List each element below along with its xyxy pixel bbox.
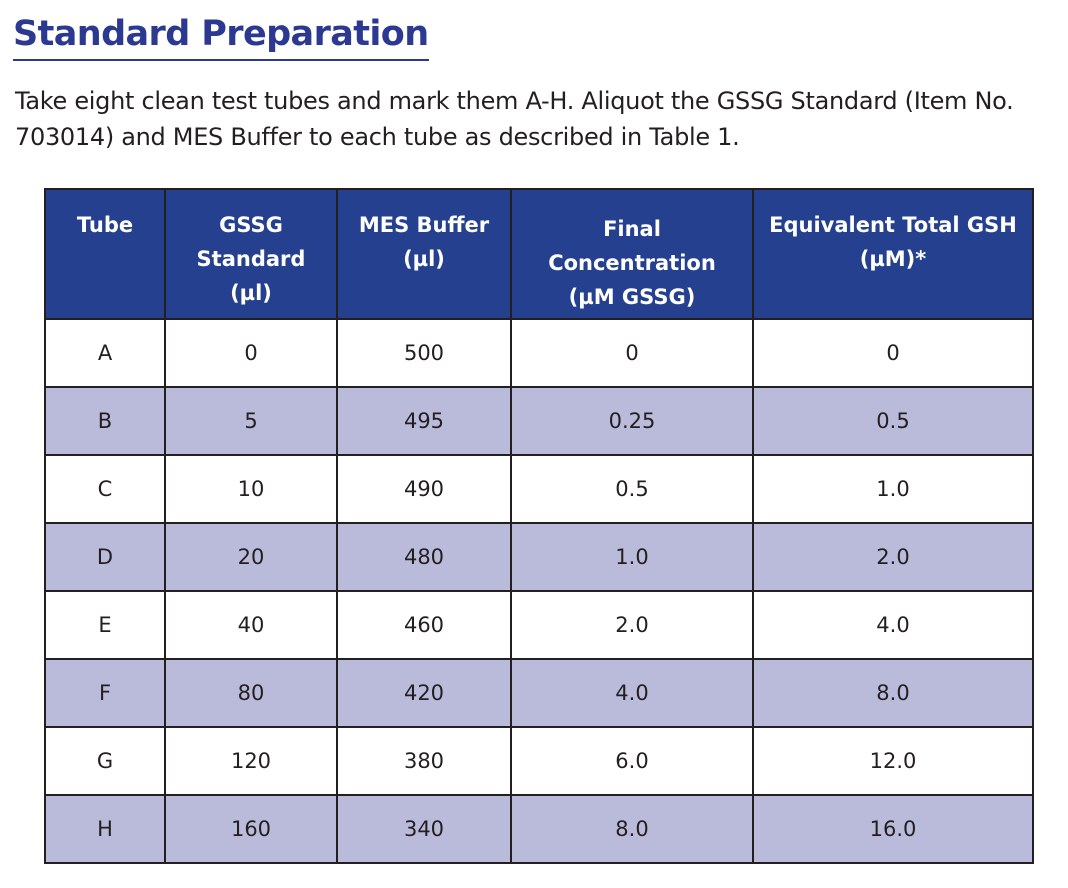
table-row: E 40 460 2.0 4.0: [44, 590, 1034, 660]
cell-gssg-standard: 0: [164, 318, 338, 388]
cell-equivalent-gsh: 12.0: [752, 726, 1034, 796]
header-final-line-1: Final: [603, 217, 661, 241]
header-mes-line-2: (µl): [403, 247, 445, 271]
cell-final-concentration: 0: [510, 318, 754, 388]
cell-tube: F: [44, 658, 166, 728]
cell-equivalent-gsh: 8.0: [752, 658, 1034, 728]
header-final-concentration: Final Concentration (µM GSSG): [510, 188, 754, 320]
cell-gssg-standard: 80: [164, 658, 338, 728]
header-gssg-standard: GSSG Standard (µl): [164, 188, 338, 320]
table-row: C 10 490 0.5 1.0: [44, 454, 1034, 524]
table-row: G 120 380 6.0 12.0: [44, 726, 1034, 796]
cell-mes-buffer: 420: [336, 658, 512, 728]
intro-paragraph: Take eight clean test tubes and mark the…: [15, 87, 1014, 151]
header-tube-line-1: Tube: [76, 213, 134, 237]
cell-final-concentration: 8.0: [510, 794, 754, 864]
cell-tube: B: [44, 386, 166, 456]
table-row: A 0 500 0 0: [44, 318, 1034, 388]
cell-mes-buffer: 500: [336, 318, 512, 388]
cell-mes-buffer: 490: [336, 454, 512, 524]
table-header-row: Tube GSSG Standard (µl) MES Buffer (µl) …: [44, 188, 1034, 320]
cell-gssg-standard: 10: [164, 454, 338, 524]
cell-equivalent-gsh: 0.5: [752, 386, 1034, 456]
cell-equivalent-gsh: 2.0: [752, 522, 1034, 592]
cell-equivalent-gsh: 1.0: [752, 454, 1034, 524]
cell-mes-buffer: 495: [336, 386, 512, 456]
cell-tube: E: [44, 590, 166, 660]
table-row: F 80 420 4.0 8.0: [44, 658, 1034, 728]
header-gsh-line-2: (µM)*: [859, 247, 927, 271]
cell-mes-buffer: 460: [336, 590, 512, 660]
header-gssg-line-1: GSSG: [219, 213, 283, 237]
header-mes-line-1: MES Buffer: [358, 213, 490, 237]
header-gssg-line-2: Standard: [196, 247, 306, 271]
cell-final-concentration: 0.5: [510, 454, 754, 524]
header-final-line-2: Concentration: [548, 251, 716, 275]
cell-final-concentration: 6.0: [510, 726, 754, 796]
cell-final-concentration: 1.0: [510, 522, 754, 592]
header-equivalent-total-gsh: Equivalent Total GSH (µM)*: [752, 188, 1034, 320]
cell-gssg-standard: 5: [164, 386, 338, 456]
cell-gssg-standard: 20: [164, 522, 338, 592]
page-title: Standard Preparation: [13, 12, 429, 61]
cell-gssg-standard: 120: [164, 726, 338, 796]
standard-preparation-table: Tube GSSG Standard (µl) MES Buffer (µl) …: [44, 188, 1034, 864]
cell-mes-buffer: 480: [336, 522, 512, 592]
cell-tube: A: [44, 318, 166, 388]
table-row: D 20 480 1.0 2.0: [44, 522, 1034, 592]
header-gsh-line-1: Equivalent Total GSH: [769, 213, 1017, 237]
cell-equivalent-gsh: 0: [752, 318, 1034, 388]
cell-final-concentration: 4.0: [510, 658, 754, 728]
cell-final-concentration: 2.0: [510, 590, 754, 660]
cell-tube: G: [44, 726, 166, 796]
header-gssg-line-3: (µl): [230, 281, 272, 305]
table-row: H 160 340 8.0 16.0: [44, 794, 1034, 864]
cell-equivalent-gsh: 4.0: [752, 590, 1034, 660]
cell-tube: D: [44, 522, 166, 592]
header-final-line-3: (µM GSSG): [568, 285, 696, 309]
table-row: B 5 495 0.25 0.5: [44, 386, 1034, 456]
cell-mes-buffer: 340: [336, 794, 512, 864]
header-mes-buffer: MES Buffer (µl): [336, 188, 512, 320]
cell-gssg-standard: 40: [164, 590, 338, 660]
cell-tube: C: [44, 454, 166, 524]
cell-tube: H: [44, 794, 166, 864]
cell-equivalent-gsh: 16.0: [752, 794, 1034, 864]
cell-final-concentration: 0.25: [510, 386, 754, 456]
header-tube: Tube: [44, 188, 166, 320]
cell-gssg-standard: 160: [164, 794, 338, 864]
cell-mes-buffer: 380: [336, 726, 512, 796]
